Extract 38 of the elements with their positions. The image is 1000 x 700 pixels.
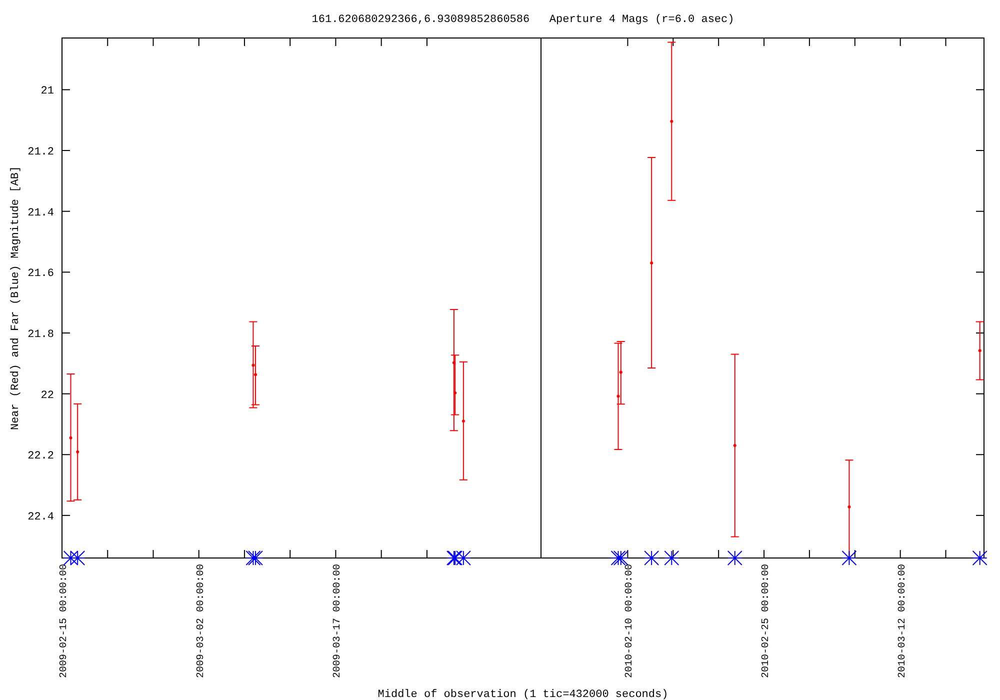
point (70, 550, 86, 566)
point (842, 550, 857, 566)
point (76, 450, 80, 454)
y-tick-label: 21.4 (28, 207, 54, 220)
y-tick-label: 21.8 (28, 328, 54, 341)
point (252, 364, 255, 367)
y-tick-label: 21.2 (28, 146, 54, 159)
point (69, 436, 72, 440)
y-axis-title: Near (Red) and Far (Blue) Magnitude [AB] (10, 166, 22, 430)
point (650, 262, 654, 265)
point (733, 444, 736, 447)
point (972, 550, 988, 566)
point (456, 550, 471, 566)
point (670, 120, 674, 123)
point (454, 391, 457, 394)
point (848, 505, 851, 508)
point (254, 373, 257, 376)
point (63, 550, 78, 566)
x-tick-label: 2010-03-12 00:00:00 (897, 564, 908, 678)
x-tick-label: 2010-02-10 00:00:00 (624, 564, 636, 678)
y-tick-label: 22.2 (28, 450, 54, 463)
y-tick-label: 21.6 (28, 268, 54, 280)
point (619, 370, 622, 374)
y-tick-label: 22.4 (28, 511, 54, 524)
x-tick-label: 2009-03-17 00:00:00 (332, 564, 344, 678)
y-tick-label: 21 (40, 86, 54, 98)
point (727, 550, 742, 566)
point (616, 394, 620, 398)
chart-title: 161.620680292366,6.93089852860586 Aperture 4 Mags (r=6.0 asec) (312, 14, 734, 26)
point (462, 420, 465, 423)
x-tick-label: 2009-03-02 00:00:00 (196, 564, 207, 678)
point (664, 550, 680, 566)
x-tick-label: 2009-02-15 00:00:00 (59, 564, 70, 678)
x-axis-title: Middle of observation (1 tic=432000 seconds) (378, 689, 668, 700)
x-tick-label: 2010-02-25 00:00:00 (761, 564, 772, 678)
point (978, 349, 982, 352)
y-tick-label: 22 (40, 390, 54, 402)
point (644, 550, 660, 566)
